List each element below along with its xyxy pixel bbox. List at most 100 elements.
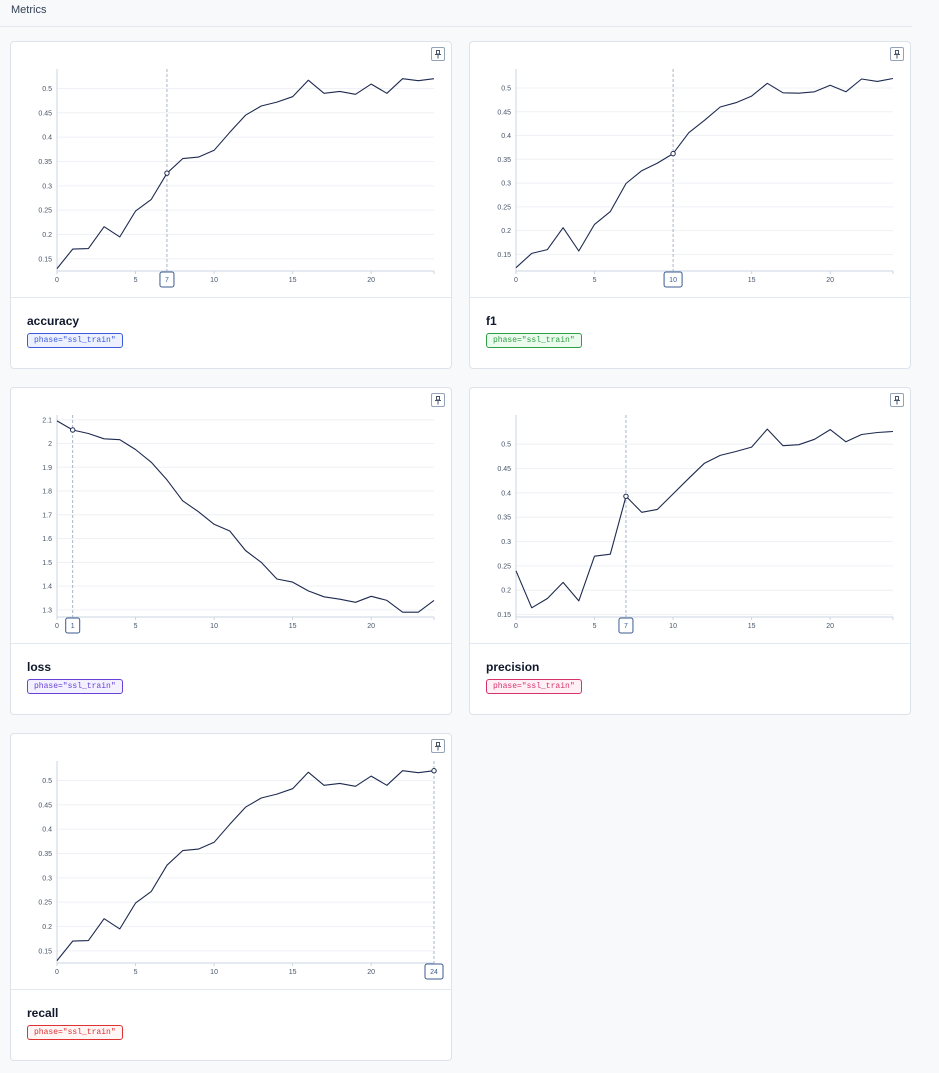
y-tick-label: 1.4 <box>42 584 52 591</box>
data-point <box>86 247 90 251</box>
data-point <box>416 610 420 614</box>
y-tick-label: 0.35 <box>497 515 511 522</box>
pin-button[interactable] <box>890 393 904 407</box>
metric-chart[interactable]: 0.15 0.2 0.25 0.3 0.35 0.4 0.45 0.5 0 5 10 15 20 7 <box>11 42 453 297</box>
y-tick-label: 2 <box>48 441 52 448</box>
series-line <box>515 428 894 609</box>
y-tick-label: 0.5 <box>501 86 511 93</box>
data-point <box>259 560 263 564</box>
y-tick-label: 0.5 <box>42 86 52 93</box>
data-point <box>593 554 597 558</box>
pin-button[interactable] <box>431 393 445 407</box>
card-divider <box>11 643 451 644</box>
x-tick-label: 20 <box>367 969 375 976</box>
y-tick-label: 0.2 <box>42 232 52 239</box>
y-tick-label: 0.45 <box>38 802 52 809</box>
x-tick-label: 15 <box>289 277 297 284</box>
data-point <box>196 510 200 514</box>
x-tick-label: 15 <box>289 969 297 976</box>
label-tag[interactable]: phase="ssl_train" <box>27 679 123 694</box>
data-point <box>828 83 832 87</box>
x-tick-label: 0 <box>55 623 59 630</box>
metrics-header: Metrics <box>0 0 912 27</box>
pin-icon <box>435 395 441 404</box>
data-point <box>55 419 59 423</box>
data-point <box>275 100 279 104</box>
data-point <box>228 529 232 533</box>
data-point <box>545 248 549 252</box>
data-point <box>149 889 153 893</box>
hover-x-label-box <box>618 617 634 634</box>
series-line <box>56 420 435 613</box>
data-point <box>291 580 295 584</box>
data-point <box>369 594 373 598</box>
data-point <box>385 783 389 787</box>
data-point <box>55 267 59 271</box>
hover-point <box>670 150 676 157</box>
y-tick-label: 1.5 <box>42 560 52 567</box>
metric-card-precision: 0.15 0.2 0.25 0.3 0.35 0.4 0.45 0.5 0 5 10 15 20 7 pr… <box>469 387 911 715</box>
metric-chart[interactable]: 1.3 1.4 1.5 1.6 1.7 1.8 1.9 2 2.1 0 5 10 15 20 1 <box>11 388 453 643</box>
data-point <box>134 901 138 905</box>
x-tick-label: 20 <box>367 623 375 630</box>
y-tick-label: 0.5 <box>501 442 511 449</box>
data-point <box>655 507 659 511</box>
pin-button[interactable] <box>431 739 445 753</box>
hover-point <box>70 427 76 433</box>
data-point <box>765 81 769 85</box>
data-point <box>608 210 612 214</box>
label-tag[interactable]: phase="ssl_train" <box>27 333 123 348</box>
hover-x-label: 10 <box>669 277 677 284</box>
hover-x-label-box <box>159 271 175 288</box>
data-point <box>212 840 216 844</box>
data-point <box>228 822 232 826</box>
data-point <box>149 460 153 464</box>
pin-button[interactable] <box>431 47 445 61</box>
data-point <box>118 235 122 239</box>
data-point <box>212 522 216 526</box>
data-point <box>687 131 691 135</box>
data-point <box>322 595 326 599</box>
data-point <box>86 432 90 436</box>
pin-icon <box>435 49 441 58</box>
metric-chart[interactable]: 0.15 0.2 0.25 0.3 0.35 0.4 0.45 0.5 0 5 15 20 10 <box>470 42 912 297</box>
metric-chart[interactable]: 0.15 0.2 0.25 0.3 0.35 0.4 0.45 0.5 0 5 10 15 20 7 <box>470 388 912 643</box>
y-tick-label: 0.4 <box>42 135 52 142</box>
data-point <box>891 430 895 434</box>
data-point <box>338 89 342 93</box>
y-tick-label: 0.3 <box>501 181 511 188</box>
data-point <box>369 82 373 86</box>
card-divider <box>11 989 451 990</box>
pin-icon <box>894 49 900 58</box>
data-point <box>577 249 581 253</box>
data-point <box>891 77 895 81</box>
data-point <box>781 91 785 95</box>
y-tick-label: 0.3 <box>501 539 511 546</box>
y-tick-label: 0.25 <box>38 208 52 215</box>
hover-x-label-box <box>65 617 81 634</box>
data-point <box>687 476 691 480</box>
data-point <box>640 169 644 173</box>
hover-x-label-box <box>663 271 683 288</box>
data-point <box>718 105 722 109</box>
y-tick-label: 1.9 <box>42 465 52 472</box>
data-point <box>530 251 534 255</box>
y-tick-label: 0.4 <box>42 827 52 834</box>
x-tick-label: 10 <box>669 623 677 630</box>
pin-button[interactable] <box>890 47 904 61</box>
data-point <box>750 445 754 449</box>
x-tick-label: 20 <box>367 277 375 284</box>
metric-chart[interactable]: 0.15 0.2 0.25 0.3 0.35 0.4 0.45 0.5 0 5 10 15 20 24 <box>11 734 453 989</box>
label-tag[interactable]: phase="ssl_train" <box>486 679 582 694</box>
data-point <box>385 91 389 95</box>
label-tag[interactable]: phase="ssl_train" <box>486 333 582 348</box>
y-tick-label: 0.2 <box>42 924 52 931</box>
section-title: Metrics <box>11 4 47 16</box>
y-tick-label: 0.3 <box>42 183 52 190</box>
x-tick-label: 0 <box>55 969 59 976</box>
label-tag[interactable]: phase="ssl_train" <box>27 1025 123 1040</box>
data-point <box>165 478 169 482</box>
data-point <box>624 182 628 186</box>
data-point <box>812 90 816 94</box>
data-point <box>196 155 200 159</box>
